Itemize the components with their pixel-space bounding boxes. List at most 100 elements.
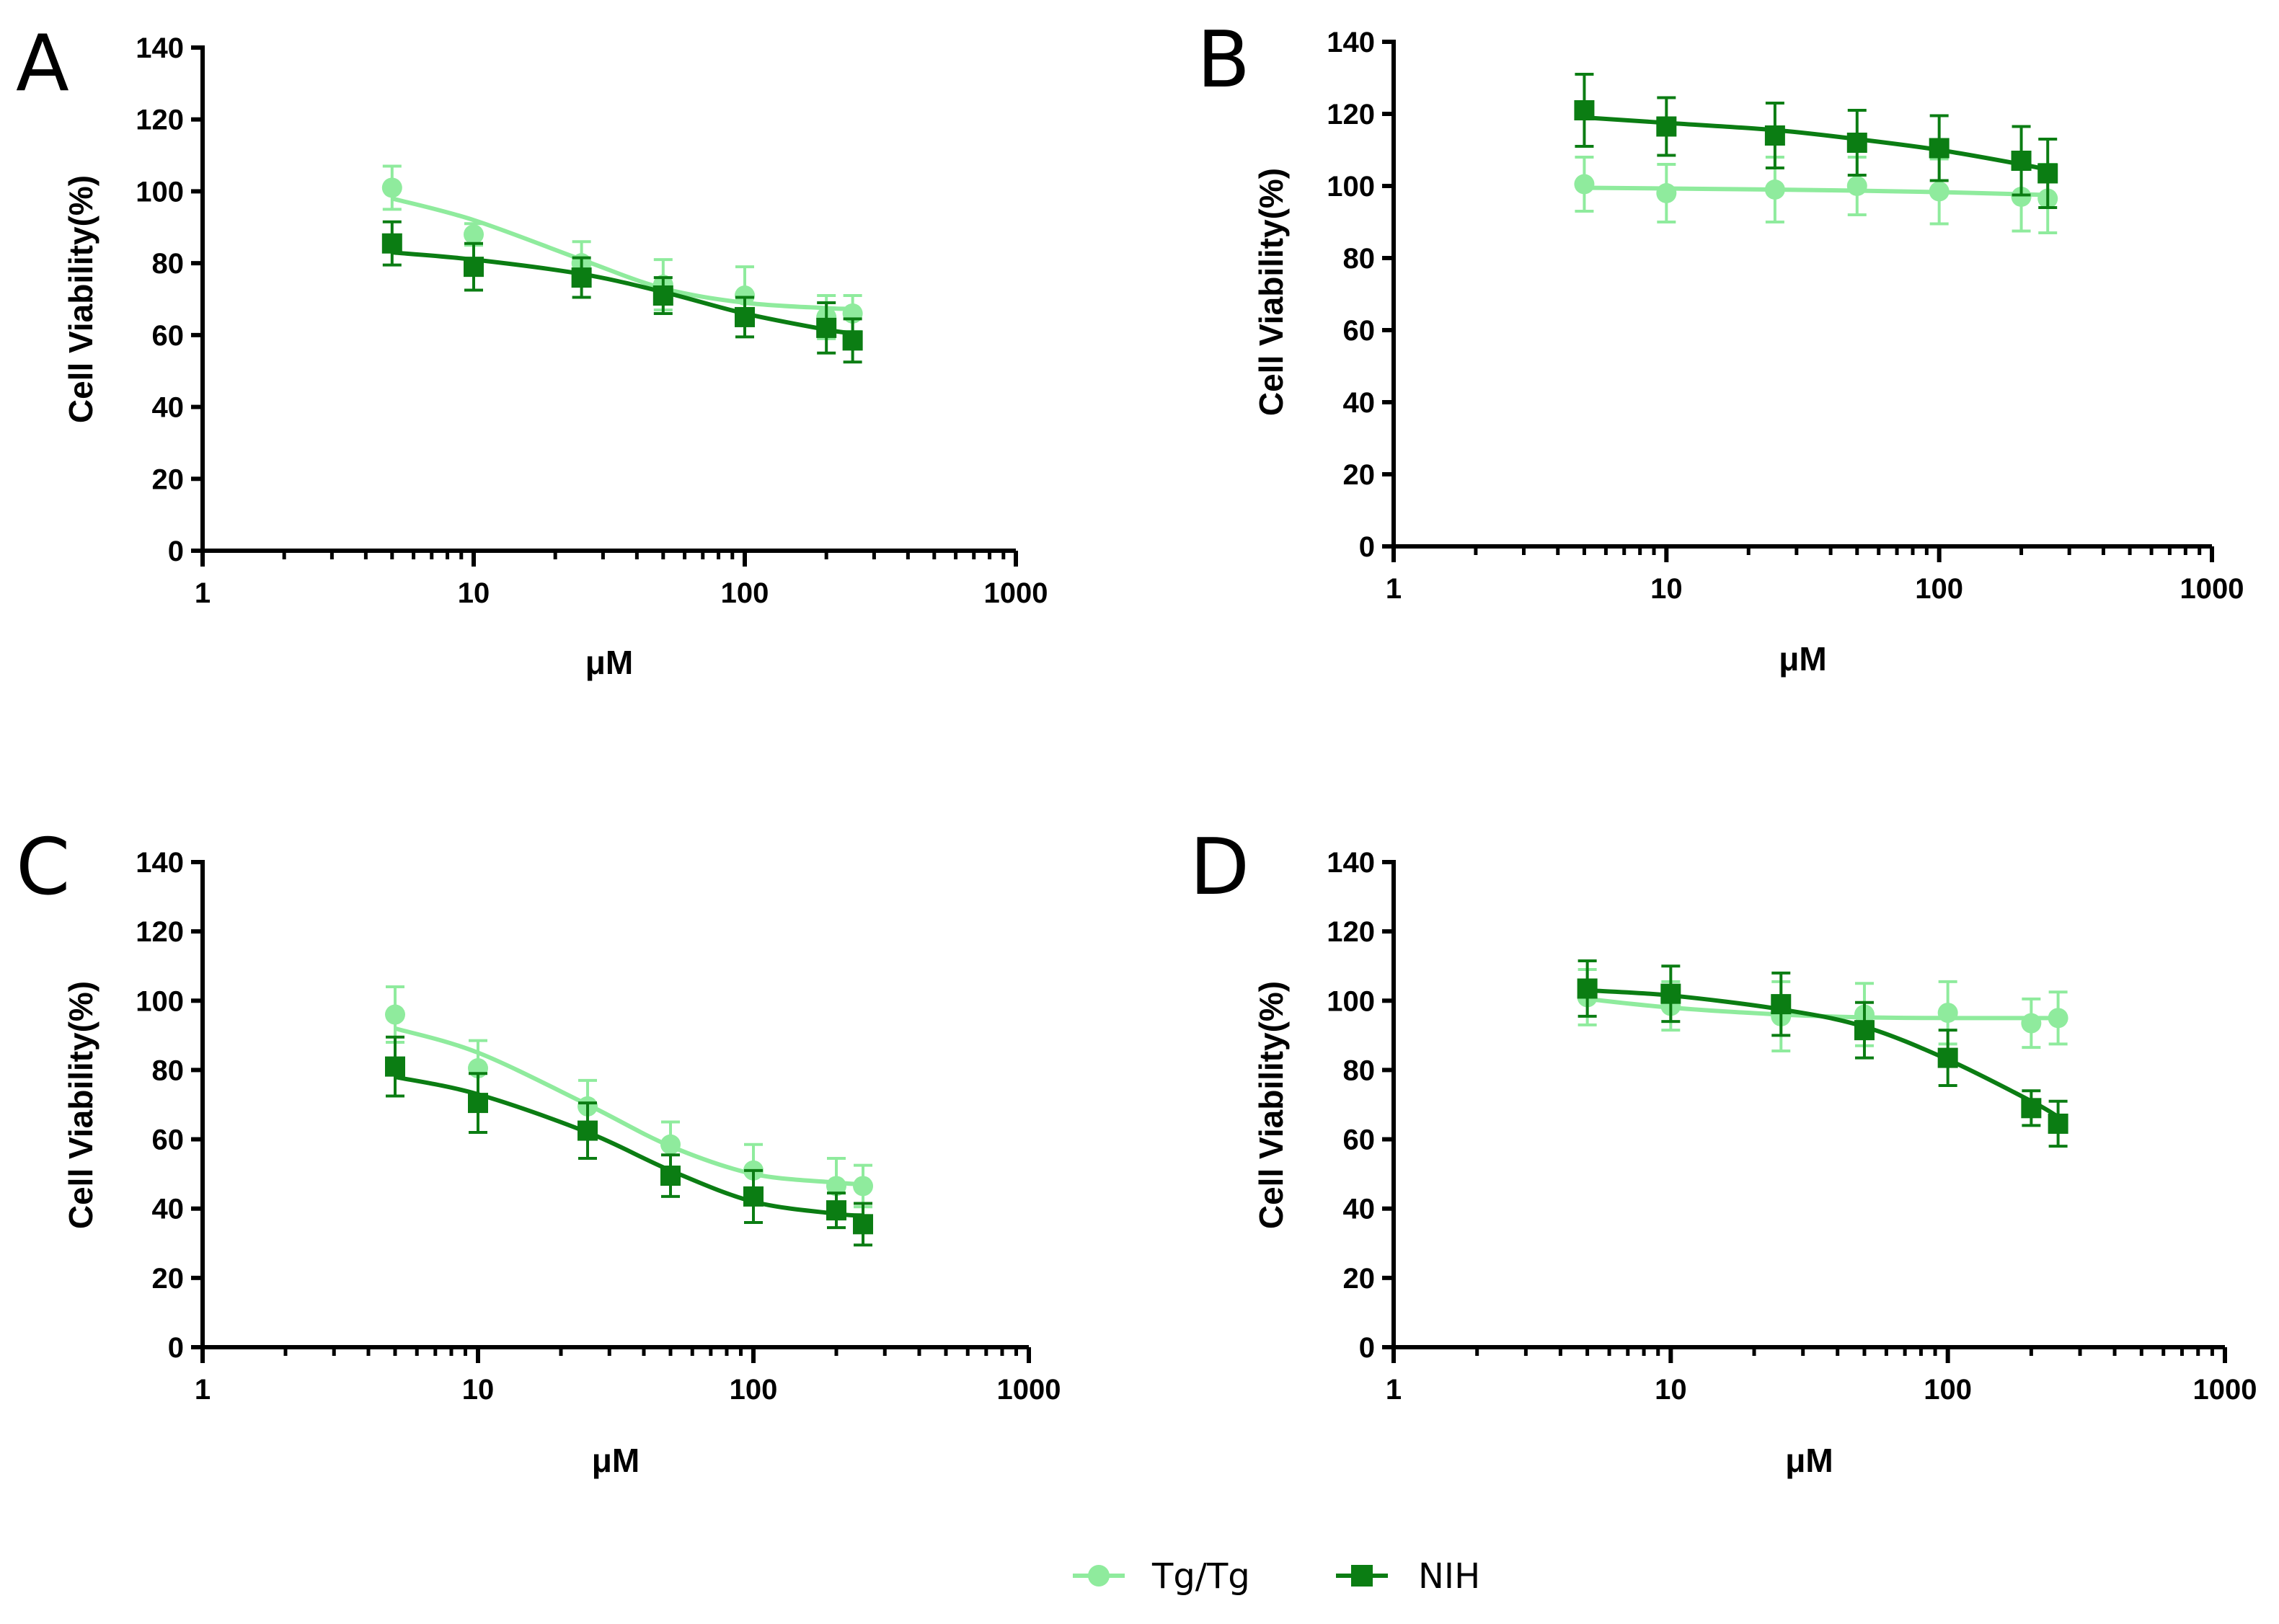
y-tick-label: 100 <box>1327 985 1375 1017</box>
x-tick-label: 10 <box>1650 573 1683 605</box>
data-point <box>842 330 863 351</box>
data-point <box>385 1056 406 1077</box>
data-point <box>1854 1020 1875 1041</box>
legend: Tg/Tg NIH <box>1073 1556 1480 1597</box>
series-tg <box>385 985 874 1215</box>
panel-letter-d: D <box>1190 822 1249 913</box>
x-tick-label: 1000 <box>2180 573 2244 605</box>
y-tick-label: 80 <box>1343 243 1376 275</box>
y-tick-label: 100 <box>136 985 184 1017</box>
x-tick-label: 100 <box>1924 1374 1972 1406</box>
y-tick-label: 0 <box>168 1332 184 1364</box>
data-point <box>1846 176 1867 196</box>
fit-curve <box>1587 988 2060 1119</box>
data-point <box>2021 1013 2042 1034</box>
panel-D: D 0 20 40 60 80 100 120 140 1 10 100 1000 Cell Viabi… <box>1190 822 2257 1479</box>
fit-curve <box>391 196 853 311</box>
data-point <box>735 306 755 327</box>
data-point <box>826 1200 846 1221</box>
legend-item-nih: NIH <box>1336 1556 1480 1597</box>
data-point <box>464 257 484 278</box>
y-tick-label: 40 <box>152 1194 185 1225</box>
data-point <box>1574 100 1595 120</box>
data-point <box>1660 983 1681 1004</box>
data-point <box>2037 163 2058 184</box>
y-tick-label: 60 <box>152 1124 185 1156</box>
y-tick-label: 20 <box>152 1263 185 1295</box>
data-point <box>735 285 755 306</box>
x-axis-title: μM <box>585 644 633 681</box>
y-tick-label: 140 <box>1327 847 1375 879</box>
data-point <box>1574 174 1595 195</box>
data-point <box>2021 1098 2042 1119</box>
series-nih <box>385 1035 874 1247</box>
y-tick-label: 0 <box>1359 1332 1375 1364</box>
panel-B: B 0 20 40 60 80 100 120 140 1 10 100 1000 Cell Viabi… <box>1197 15 2244 678</box>
data-point <box>1656 116 1677 137</box>
data-point <box>1656 183 1677 203</box>
data-point <box>2011 187 2032 207</box>
data-point <box>2048 1113 2068 1134</box>
y-axis-title: Cell Viability(%) <box>1252 168 1290 416</box>
data-point <box>468 1093 488 1114</box>
legend-item-tg: Tg/Tg <box>1073 1556 1250 1597</box>
y-tick-label: 60 <box>152 320 185 352</box>
fit-curve <box>1584 185 2048 198</box>
y-tick-label: 60 <box>1343 1124 1376 1156</box>
x-axis-title: μM <box>1785 1442 1833 1479</box>
x-axis-title: μM <box>1779 640 1826 678</box>
panel-letter-b: B <box>1197 15 1250 105</box>
y-tick-label: 0 <box>1359 531 1375 563</box>
data-point <box>1937 1047 1958 1068</box>
legend-marker-nih <box>1351 1565 1373 1587</box>
x-tick-label: 10 <box>458 577 490 609</box>
series-tg <box>1577 968 2068 1052</box>
data-point <box>2011 151 2032 171</box>
y-tick-label: 40 <box>1343 1194 1376 1225</box>
y-tick-label: 120 <box>136 105 184 136</box>
data-point <box>464 224 484 245</box>
data-point <box>571 267 592 288</box>
data-point <box>381 233 402 254</box>
panel-letter-a: A <box>16 19 69 109</box>
data-point <box>652 285 673 306</box>
plot-b: 0 20 40 60 80 100 120 140 1 10 100 1000 Cell Viabili… <box>1252 27 2244 678</box>
y-tick-label: 100 <box>1327 171 1375 203</box>
y-axis-title: Cell Viability(%) <box>1252 981 1290 1229</box>
x-tick-label: 10 <box>1655 1374 1687 1406</box>
x-tick-label: 1 <box>195 1374 211 1406</box>
y-tick-label: 80 <box>152 248 185 280</box>
y-axis-title: Cell Viability(%) <box>62 175 99 423</box>
series-nih <box>381 220 863 364</box>
data-point <box>1937 1003 1958 1024</box>
x-tick-label: 1000 <box>984 577 1048 609</box>
y-tick-label: 140 <box>136 847 184 879</box>
panel-A: A 0 20 40 60 80 100 120 140 1 10 100 1000 Cell Viabi… <box>16 19 1048 681</box>
fit-curve <box>394 1075 864 1218</box>
panel-letter-c: C <box>16 822 70 913</box>
series-tg <box>1574 156 2058 234</box>
plot-c: 0 20 40 60 80 100 120 140 1 10 100 1000 Cell Viabili… <box>62 847 1061 1479</box>
fit-curve <box>1584 115 2048 172</box>
legend-label-tg: Tg/Tg <box>1151 1556 1250 1597</box>
series-nih <box>1577 959 2068 1148</box>
data-point <box>1764 125 1785 146</box>
data-point <box>816 317 837 338</box>
y-tick-label: 20 <box>152 463 185 495</box>
y-tick-label: 100 <box>136 176 184 208</box>
y-tick-label: 40 <box>152 392 185 424</box>
y-tick-label: 80 <box>152 1055 185 1086</box>
y-tick-label: 120 <box>1327 99 1375 130</box>
y-tick-label: 40 <box>1343 387 1376 419</box>
x-axis-title: μM <box>592 1442 640 1479</box>
data-point <box>381 177 402 198</box>
data-point <box>743 1186 764 1207</box>
data-point <box>2048 1008 2068 1029</box>
data-point <box>826 1176 846 1197</box>
y-tick-label: 120 <box>1327 916 1375 948</box>
fit-curve <box>391 250 854 336</box>
data-point <box>385 1004 406 1025</box>
y-tick-label: 120 <box>136 916 184 948</box>
y-tick-label: 140 <box>1327 27 1375 58</box>
